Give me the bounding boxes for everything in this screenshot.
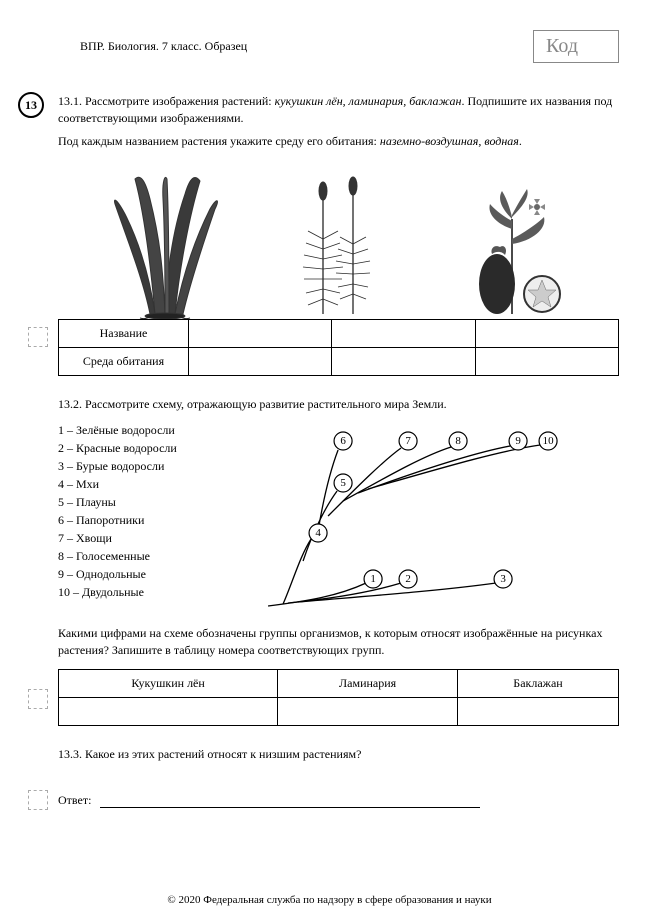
table-row: Кукушкин лён Ламинария Баклажан (59, 669, 619, 697)
col-header: Баклажан (458, 669, 619, 697)
row-label-name: Название (59, 320, 189, 348)
svg-text:4: 4 (315, 527, 321, 539)
legend-item: 9 – Однодольные (58, 565, 177, 583)
plant-image-eggplant (442, 169, 582, 319)
table-row: Среда обитания (59, 348, 619, 376)
legend-item: 3 – Бурые водоросли (58, 457, 177, 475)
score-box-13-3 (28, 790, 48, 810)
table-row (59, 697, 619, 725)
text-line2-italic: наземно-воздушная, водная (380, 134, 519, 148)
legend-item: 6 – Папоротники (58, 511, 177, 529)
task-13-1-text: 13.1. Рассмотрите изображения растений: … (58, 93, 619, 127)
cell-empty[interactable] (189, 348, 332, 376)
answer-line[interactable] (100, 807, 480, 808)
table-13-1: Название Среда обитания (58, 319, 619, 376)
text-line2a: Под каждым названием растения укажите ср… (58, 134, 380, 148)
cell-empty[interactable] (59, 697, 278, 725)
page-footer: © 2020 Федеральная служба по надзору в с… (0, 894, 659, 906)
svg-text:2: 2 (405, 573, 411, 585)
legend-item: 10 – Двудольные (58, 583, 177, 601)
text-plants: кукушкин лён, ламинария, баклажан (275, 94, 462, 108)
cell-empty[interactable] (332, 320, 475, 348)
col-header: Кукушкин лён (59, 669, 278, 697)
svg-text:6: 6 (340, 435, 346, 447)
cell-empty[interactable] (475, 348, 618, 376)
answer-label: Ответ: (58, 793, 91, 807)
legend-item: 2 – Красные водоросли (58, 439, 177, 457)
legend-item: 7 – Хвощи (58, 529, 177, 547)
task-13-1-line2: Под каждым названием растения укажите ср… (58, 133, 619, 150)
svg-text:3: 3 (500, 573, 506, 585)
task-13-2-question: Какими цифрами на схеме обозначены групп… (58, 625, 619, 659)
svg-text:5: 5 (340, 477, 346, 489)
plant-image-moss (268, 169, 408, 319)
col-header: Ламинария (278, 669, 458, 697)
header-subject: ВПР. Биология. 7 класс. Образец (40, 39, 247, 54)
legend-list: 1 – Зелёные водоросли 2 – Красные водоро… (58, 421, 177, 601)
row-label-habitat: Среда обитания (59, 348, 189, 376)
table-row: Название (59, 320, 619, 348)
cell-empty[interactable] (189, 320, 332, 348)
svg-text:7: 7 (405, 435, 411, 447)
cell-empty[interactable] (475, 320, 618, 348)
legend-item: 4 – Мхи (58, 475, 177, 493)
table-13-2: Кукушкин лён Ламинария Баклажан (58, 669, 619, 726)
plant-images-row (58, 159, 619, 319)
code-box: Код (533, 30, 619, 63)
task-13-3-question: 13.3. Какое из этих растений относят к н… (58, 746, 619, 763)
task-13-2-intro: 13.2. Рассмотрите схему, отражающую разв… (58, 396, 619, 413)
svg-text:8: 8 (455, 435, 461, 447)
evolution-diagram: 1 2 3 4 5 6 7 8 9 10 (197, 421, 619, 611)
score-box-13-2 (28, 689, 48, 709)
cell-empty[interactable] (458, 697, 619, 725)
text-line2b: . (519, 134, 522, 148)
task-number-badge: 13 (18, 92, 44, 118)
legend-item: 5 – Плауны (58, 493, 177, 511)
cell-empty[interactable] (278, 697, 458, 725)
text-prefix: 13.1. Рассмотрите изображения растений: (58, 94, 275, 108)
legend-item: 1 – Зелёные водоросли (58, 421, 177, 439)
svg-text:10: 10 (542, 435, 554, 447)
score-box-13-1 (28, 327, 48, 347)
plant-image-laminaria (95, 169, 235, 319)
svg-text:9: 9 (515, 435, 521, 447)
legend-item: 8 – Голосеменные (58, 547, 177, 565)
svg-text:1: 1 (370, 573, 376, 585)
cell-empty[interactable] (332, 348, 475, 376)
